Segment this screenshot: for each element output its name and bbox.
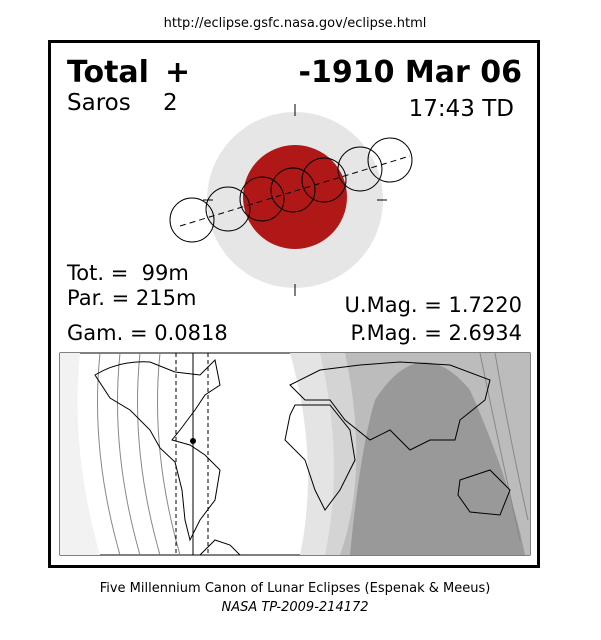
umbra xyxy=(243,145,347,249)
penumbral-magnitude: P.Mag. = 2.6934 xyxy=(351,321,523,345)
eclipse-marker: + xyxy=(165,55,190,90)
eclipse-type: Total xyxy=(67,55,149,90)
eclipse-date: -1910 Mar 06 xyxy=(299,55,522,90)
saros-label: Saros xyxy=(67,90,131,116)
total-duration: Tot. = 99m xyxy=(66,261,189,285)
eclipse-time: 17:43 TD xyxy=(409,96,514,122)
footer-reference: NASA TP-2009-214172 xyxy=(221,600,368,615)
moon-positions xyxy=(169,137,413,243)
umbral-magnitude: U.Mag. = 1.7220 xyxy=(345,293,522,317)
gamma: Gam. = 0.0818 xyxy=(67,321,228,345)
url: http://eclipse.gsfc.nasa.gov/eclipse.htm… xyxy=(164,16,427,31)
greatest-eclipse-point xyxy=(190,438,196,444)
world-map xyxy=(59,352,531,556)
partial-duration: Par. = 215m xyxy=(67,286,196,310)
footer-title: Five Millennium Canon of Lunar Eclipses … xyxy=(100,581,491,596)
saros-number: 2 xyxy=(163,90,178,116)
moon-path xyxy=(179,155,411,227)
